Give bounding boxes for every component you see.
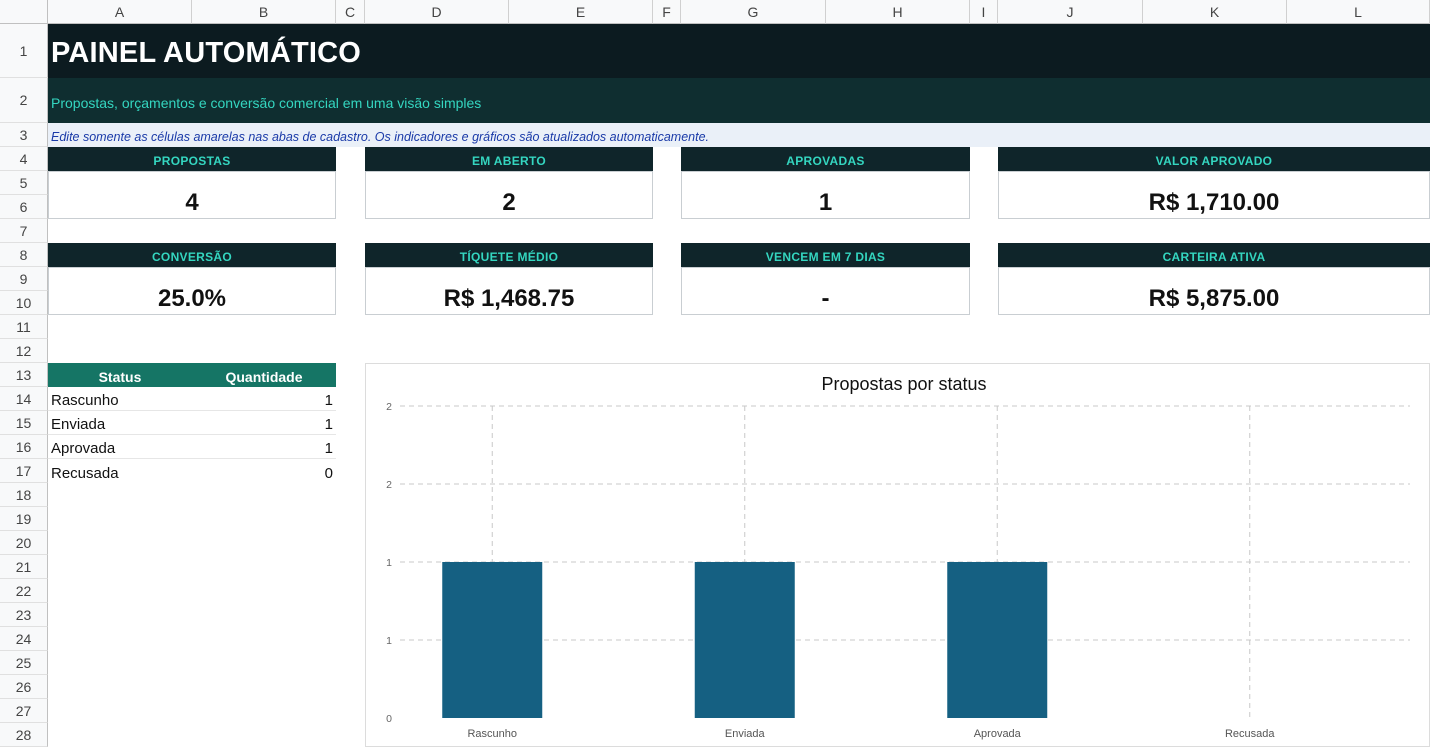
table-cell-status[interactable]: Enviada: [48, 411, 192, 435]
kpi-label-em-aberto: EM ABERTO: [365, 147, 653, 171]
table-cell-quantidade[interactable]: 1: [192, 387, 336, 411]
column-header[interactable]: B: [192, 0, 336, 24]
row-header[interactable]: 15: [0, 411, 48, 435]
row-header[interactable]: 8: [0, 243, 48, 267]
page-title: PAINEL AUTOMÁTICO: [51, 37, 362, 69]
table-header-quantidade[interactable]: Quantidade: [192, 363, 336, 387]
kpi-label-conversao: CONVERSÃO: [48, 243, 336, 267]
row-header[interactable]: 10: [0, 291, 48, 315]
row-header[interactable]: 9: [0, 267, 48, 291]
kpi-label-valor-aprovado: VALOR APROVADO: [998, 147, 1430, 171]
column-header[interactable]: F: [653, 0, 681, 24]
row-header[interactable]: 26: [0, 675, 48, 699]
select-all-corner[interactable]: [0, 0, 48, 24]
y-tick-label: 1: [386, 557, 392, 569]
kpi-label-aprovadas: APROVADAS: [681, 147, 970, 171]
table-cell-quantidade[interactable]: 1: [192, 411, 336, 435]
edit-note: Edite somente as células amarelas nas ab…: [51, 130, 710, 144]
kpi-value-carteira-ativa[interactable]: R$ 5,875.00: [998, 267, 1430, 315]
kpi-label-tiquete-medio: TÍQUETE MÉDIO: [365, 243, 653, 267]
kpi-value-conversao[interactable]: 25.0%: [48, 267, 336, 315]
column-header[interactable]: H: [826, 0, 970, 24]
row-header[interactable]: 6: [0, 195, 48, 219]
chart-title: Propostas por status: [821, 374, 986, 394]
x-tick-label: Recusada: [1225, 728, 1275, 740]
kpi-value-valor-aprovado[interactable]: R$ 1,710.00: [998, 171, 1430, 219]
row-header[interactable]: 5: [0, 171, 48, 195]
row-header[interactable]: 28: [0, 723, 48, 747]
row-header[interactable]: 19: [0, 507, 48, 531]
row-header[interactable]: 12: [0, 339, 48, 363]
row-header[interactable]: 21: [0, 555, 48, 579]
row-header[interactable]: 14: [0, 387, 48, 411]
kpi-value-vencem-7-dias[interactable]: -: [681, 267, 970, 315]
row-header[interactable]: 1: [0, 24, 48, 78]
table-header-status[interactable]: Status: [48, 363, 192, 387]
x-tick-label: Rascunho: [467, 728, 517, 740]
column-header[interactable]: D: [365, 0, 509, 24]
row-header[interactable]: 3: [0, 123, 48, 147]
row-header[interactable]: 4: [0, 147, 48, 171]
row-header[interactable]: 20: [0, 531, 48, 555]
kpi-value-tiquete-medio[interactable]: R$ 1,468.75: [365, 267, 653, 315]
column-header[interactable]: A: [48, 0, 192, 24]
row-header[interactable]: 22: [0, 579, 48, 603]
kpi-label-vencem-7-dias: VENCEM EM 7 DIAS: [681, 243, 970, 267]
kpi-value-em-aberto[interactable]: 2: [365, 171, 653, 219]
table-cell-status[interactable]: Rascunho: [48, 387, 192, 411]
column-header[interactable]: J: [998, 0, 1143, 24]
row-header[interactable]: 16: [0, 435, 48, 459]
row-header[interactable]: 23: [0, 603, 48, 627]
y-tick-label: 2: [386, 479, 392, 491]
x-tick-label: Aprovada: [974, 728, 1022, 740]
x-tick-label: Enviada: [725, 728, 766, 740]
bar: [694, 562, 795, 718]
table-cell-quantidade[interactable]: 1: [192, 435, 336, 459]
kpi-value-propostas[interactable]: 4: [48, 171, 336, 219]
subtitle-band: [48, 78, 1430, 123]
row-header[interactable]: 18: [0, 483, 48, 507]
table-cell-status[interactable]: Aprovada: [48, 435, 192, 459]
status-chart[interactable]: Propostas por status 0 1 1 2 2 Rascunho Enviada…: [365, 363, 1430, 747]
chart-canvas: Propostas por status 0 1 1 2 2 Rascunho Enviada…: [386, 374, 1410, 740]
kpi-value-aprovadas[interactable]: 1: [681, 171, 970, 219]
bar: [442, 562, 543, 718]
column-header[interactable]: G: [681, 0, 826, 24]
table-cell-status[interactable]: Recusada: [51, 465, 119, 482]
row-header[interactable]: 7: [0, 219, 48, 243]
kpi-label-propostas: PROPOSTAS: [48, 147, 336, 171]
row-header[interactable]: 24: [0, 627, 48, 651]
row-header[interactable]: 27: [0, 699, 48, 723]
table-cell-quantidade[interactable]: 0: [324, 465, 333, 482]
row-header[interactable]: 2: [0, 78, 48, 123]
y-tick-label: 2: [386, 401, 392, 413]
bar: [947, 562, 1048, 718]
row-header[interactable]: 25: [0, 651, 48, 675]
y-tick-label: 0: [386, 713, 392, 725]
column-header[interactable]: I: [970, 0, 998, 24]
column-header[interactable]: K: [1143, 0, 1287, 24]
note-band: [48, 123, 1430, 147]
title-band: [48, 24, 1430, 78]
column-header[interactable]: E: [509, 0, 653, 24]
y-tick-label: 1: [386, 635, 392, 647]
column-header[interactable]: L: [1287, 0, 1430, 24]
kpi-label-carteira-ativa: CARTEIRA ATIVA: [998, 243, 1430, 267]
page-subtitle: Propostas, orçamentos e conversão comerc…: [51, 95, 482, 111]
row-header[interactable]: 11: [0, 315, 48, 339]
row-header[interactable]: 13: [0, 363, 48, 387]
row-header[interactable]: 17: [0, 459, 48, 483]
column-header[interactable]: C: [336, 0, 365, 24]
